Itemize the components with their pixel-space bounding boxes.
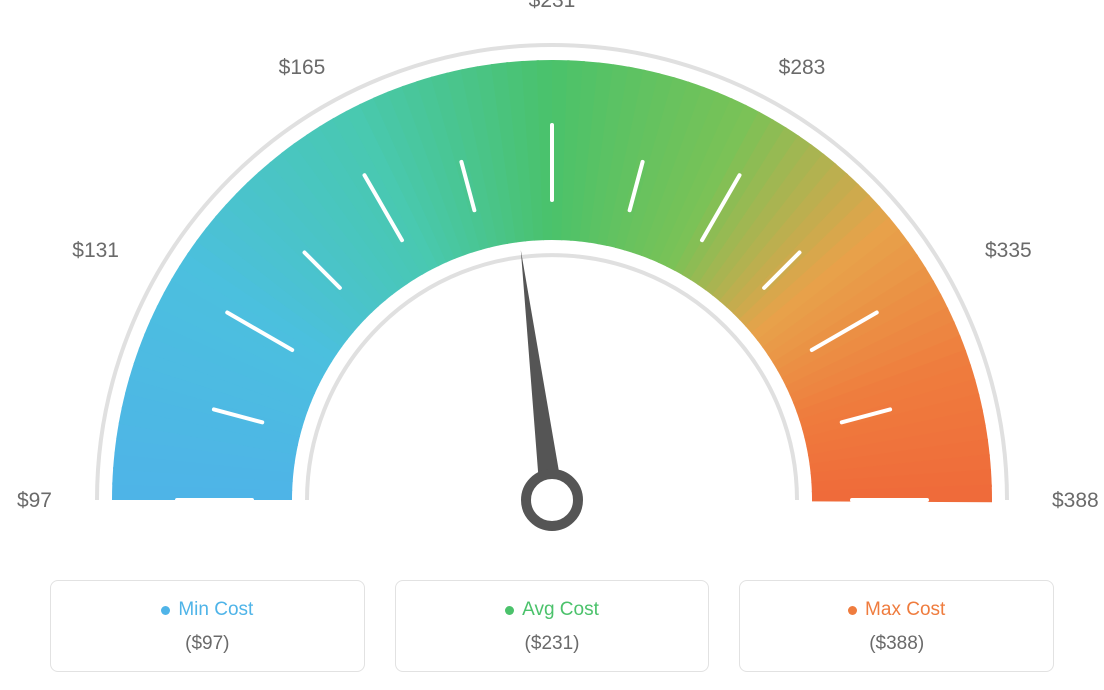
legend-card-avg: Avg Cost ($231): [395, 580, 710, 672]
svg-text:$283: $283: [779, 56, 826, 79]
svg-text:$335: $335: [985, 239, 1032, 262]
legend-value-avg: ($231): [406, 633, 699, 655]
svg-text:$97: $97: [17, 489, 52, 512]
svg-text:$131: $131: [72, 239, 119, 262]
gauge-area: $97 $131 $165 $231 $283 $335 $388: [0, 0, 1104, 560]
legend-value-max: ($388): [750, 633, 1043, 655]
dot-icon: [848, 606, 857, 615]
legend-card-min: Min Cost ($97): [50, 580, 365, 672]
cost-gauge-chart: $97 $131 $165 $231 $283 $335 $388 Min Cost ($9…: [0, 0, 1104, 690]
legend-label-text: Min Cost: [178, 599, 253, 621]
legend-value-min: ($97): [61, 633, 354, 655]
svg-text:$165: $165: [279, 56, 326, 79]
legend-label-min: Min Cost: [161, 599, 253, 621]
legend-label-max: Max Cost: [848, 599, 945, 621]
legend-label-text: Avg Cost: [522, 599, 599, 621]
legend-row: Min Cost ($97) Avg Cost ($231) Max Cost …: [50, 580, 1054, 672]
svg-text:$231: $231: [529, 0, 576, 12]
gauge-svg: $97 $131 $165 $231 $283 $335 $388: [0, 0, 1104, 560]
legend-label-text: Max Cost: [865, 599, 945, 621]
dot-icon: [161, 606, 170, 615]
legend-label-avg: Avg Cost: [505, 599, 599, 621]
svg-text:$388: $388: [1052, 489, 1099, 512]
dot-icon: [505, 606, 514, 615]
legend-card-max: Max Cost ($388): [739, 580, 1054, 672]
